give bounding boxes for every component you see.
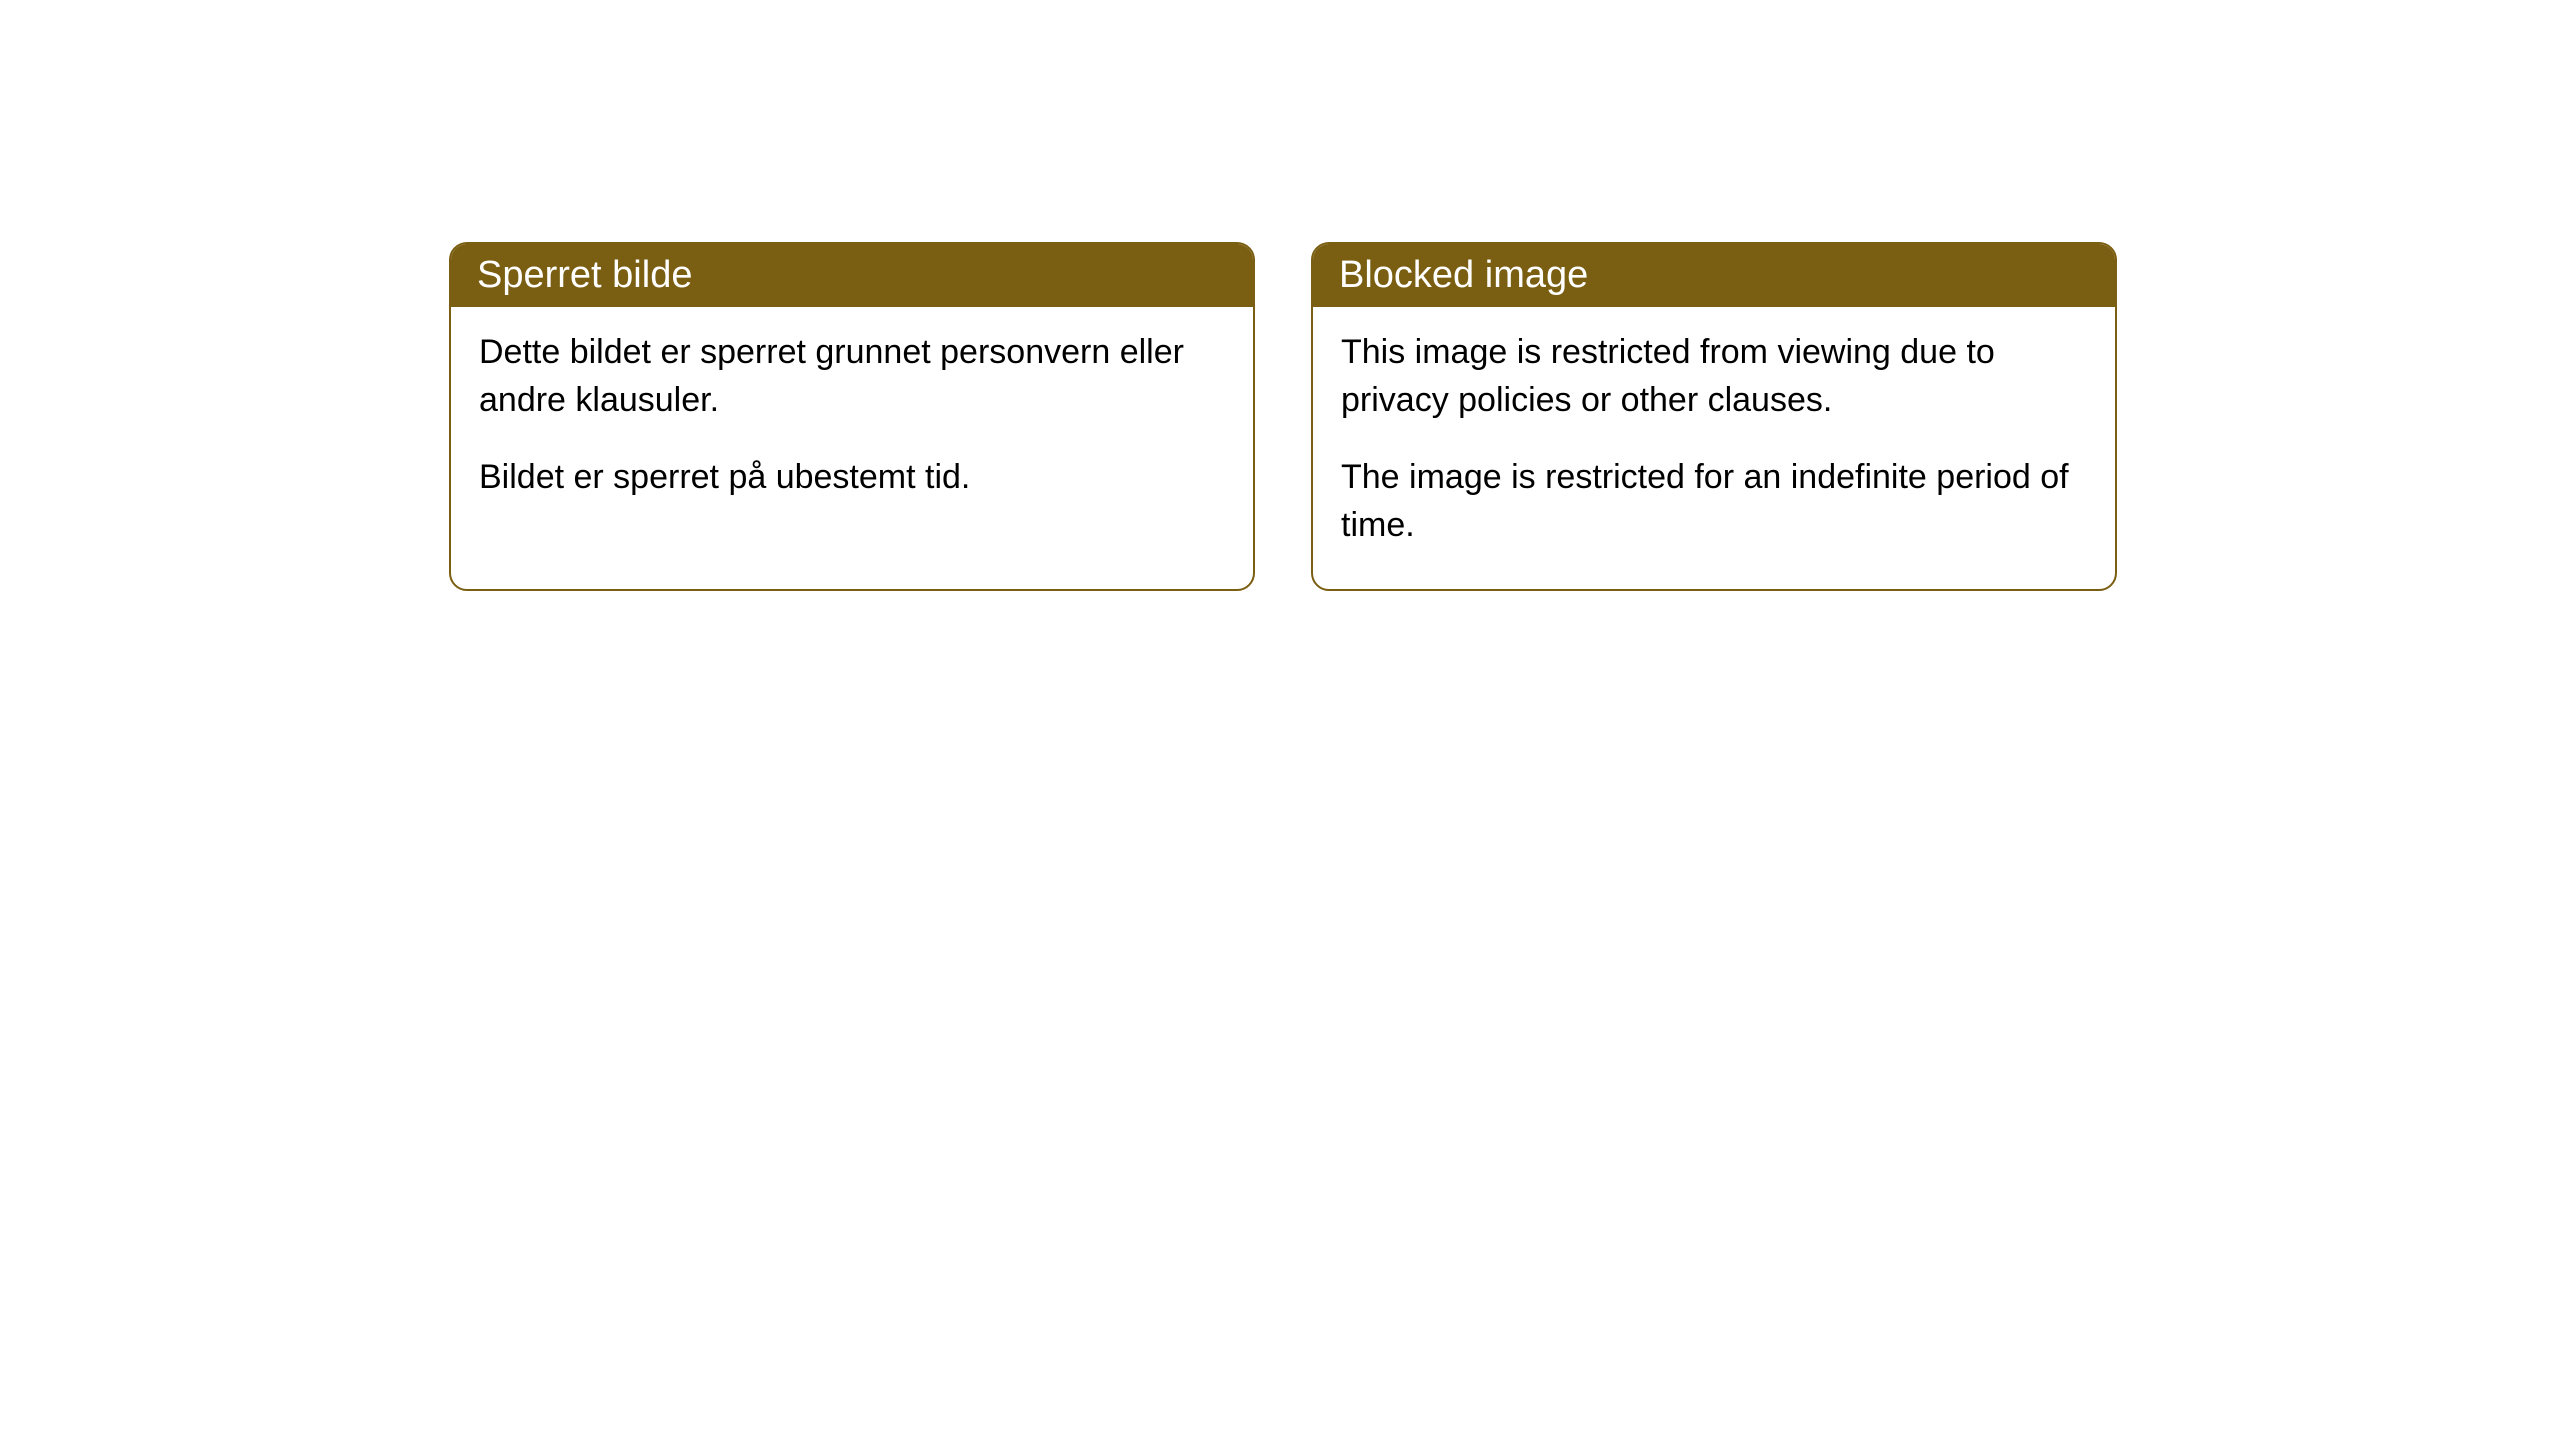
card-paragraph-no-1: Dette bildet er sperret grunnet personve… bbox=[479, 329, 1225, 424]
cards-container: Sperret bilde Dette bildet er sperret gr… bbox=[449, 242, 2117, 591]
card-paragraph-no-2: Bildet er sperret på ubestemt tid. bbox=[479, 454, 1225, 502]
card-title-no: Sperret bilde bbox=[477, 254, 692, 296]
card-header-no: Sperret bilde bbox=[451, 244, 1253, 307]
card-header-en: Blocked image bbox=[1313, 244, 2115, 307]
card-body-en: This image is restricted from viewing du… bbox=[1313, 307, 2115, 589]
card-body-no: Dette bildet er sperret grunnet personve… bbox=[451, 307, 1253, 542]
card-title-en: Blocked image bbox=[1339, 254, 1588, 296]
blocked-image-card-no: Sperret bilde Dette bildet er sperret gr… bbox=[449, 242, 1255, 591]
card-paragraph-en-1: This image is restricted from viewing du… bbox=[1341, 329, 2087, 424]
blocked-image-card-en: Blocked image This image is restricted f… bbox=[1311, 242, 2117, 591]
card-paragraph-en-2: The image is restricted for an indefinit… bbox=[1341, 454, 2087, 549]
